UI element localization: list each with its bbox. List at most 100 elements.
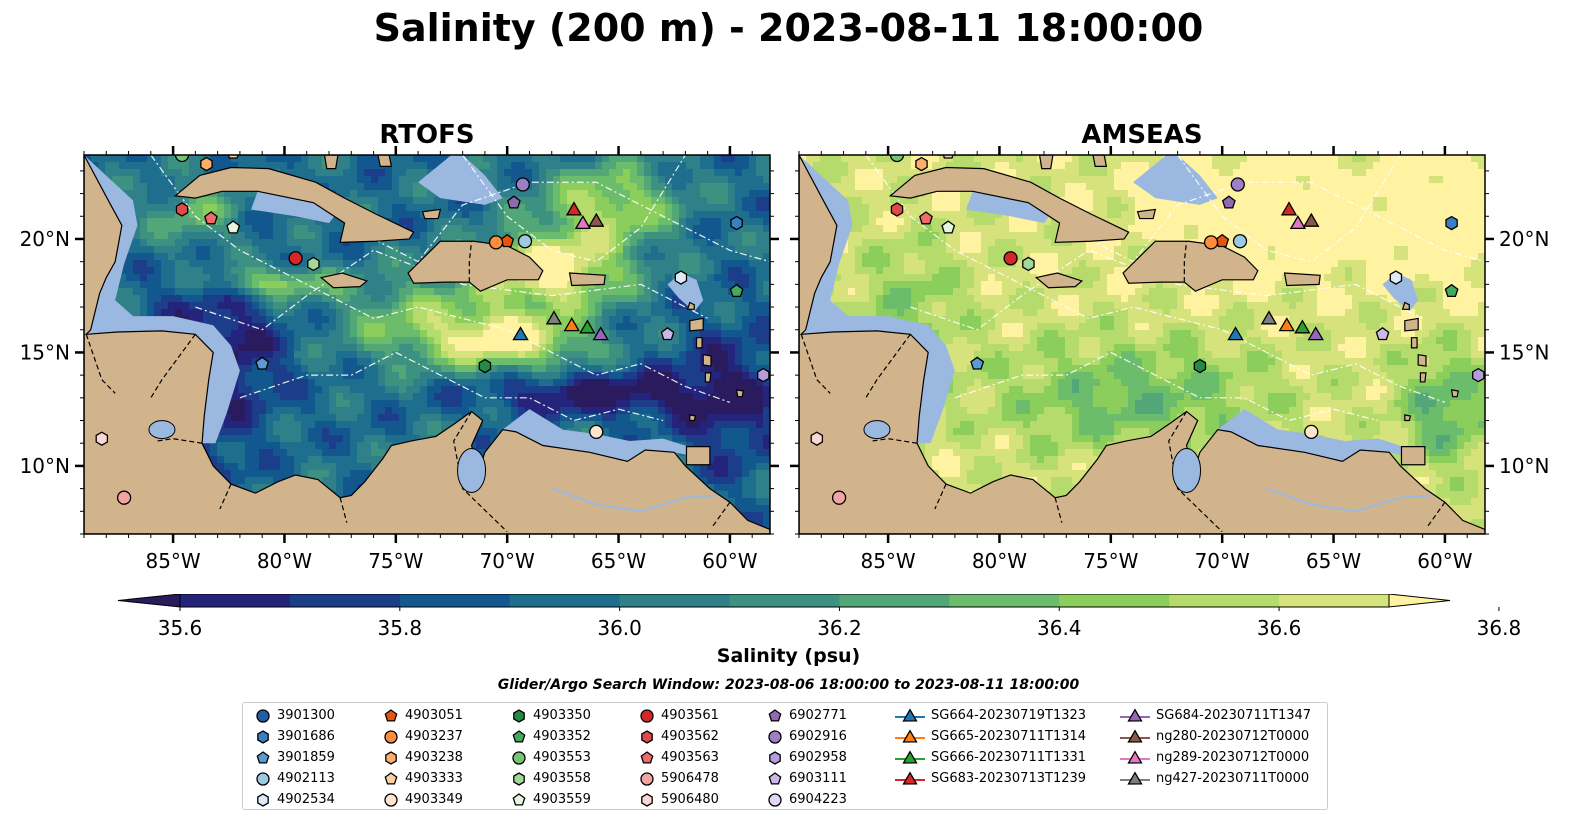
legend-item-label: 5906480 bbox=[661, 792, 719, 807]
colorbar-tick-label: 36.4 bbox=[1037, 616, 1082, 640]
legend-item-label: 6902958 bbox=[789, 750, 847, 765]
lat-tick-label: 20°N bbox=[1499, 227, 1549, 251]
triangle-marker-icon bbox=[1120, 707, 1150, 722]
marker-3901686 bbox=[730, 215, 743, 231]
legend-item-label: 6902916 bbox=[789, 729, 847, 744]
colorbar-bin bbox=[949, 594, 1060, 607]
colorbar: 35.6 35.8 36.0 36.2 36.4 36.6 36.8 bbox=[117, 594, 1522, 640]
legend-item: 4903051 bbox=[383, 705, 463, 726]
legend-item: ng427-20230711T0000 bbox=[1120, 768, 1309, 789]
legend-item: 6904223 bbox=[767, 789, 847, 810]
marker-6902771 bbox=[1221, 195, 1236, 209]
marker-4903559 bbox=[226, 220, 241, 234]
legend-item: 3901300 bbox=[255, 705, 335, 726]
legend-item-label: 4903562 bbox=[661, 729, 719, 744]
marker-4903350 bbox=[1193, 358, 1207, 374]
marker-4903562 bbox=[890, 202, 904, 217]
circle-marker-icon bbox=[256, 771, 270, 786]
legend-item: 4903237 bbox=[383, 726, 463, 747]
marker-4903333 bbox=[942, 155, 954, 159]
circle-marker-icon bbox=[768, 792, 782, 807]
legend-title: Glider/Argo Search Window: 2023-08-06 18… bbox=[497, 677, 1080, 693]
marker-3901686 bbox=[1445, 215, 1458, 231]
circle-marker-icon bbox=[384, 729, 398, 744]
hexagon-marker-icon bbox=[513, 708, 525, 723]
legend-item: 3901686 bbox=[255, 726, 335, 747]
colorbar-tick-label: 36.6 bbox=[1257, 616, 1302, 640]
colorbar-tick-label: 36.0 bbox=[597, 616, 642, 640]
marker-4903563 bbox=[204, 211, 218, 225]
marker-SG684-20230711T1347 bbox=[592, 326, 609, 341]
lon-tick-label: 85°W bbox=[145, 549, 200, 573]
circle-marker-icon bbox=[384, 792, 398, 807]
colorbar-bin bbox=[729, 594, 840, 607]
legend-item-label: 4903333 bbox=[405, 771, 463, 786]
map-amseas: 85°W 80°W 75°W 70°W 65°W 60°W 10°N 15°N 20°N bbox=[790, 146, 1549, 573]
marker-SG683-20230713T1239 bbox=[1280, 201, 1298, 216]
lat-tick-label: 15°N bbox=[1499, 340, 1549, 364]
pentagon-marker-icon bbox=[512, 792, 526, 806]
lon-tick-label: 85°W bbox=[860, 549, 915, 573]
lon-tick-label: 80°W bbox=[257, 549, 312, 573]
marker-5906478 bbox=[116, 490, 132, 505]
circle-marker-icon bbox=[640, 708, 654, 723]
legend-item: 3901859 bbox=[255, 747, 335, 768]
legend-item-label: 4903237 bbox=[405, 729, 463, 744]
marker-4903561 bbox=[288, 251, 303, 266]
legend-item-label: SG683-20230713T1239 bbox=[931, 771, 1087, 786]
marker-4903562 bbox=[175, 202, 189, 217]
lon-tick-label: 65°W bbox=[1306, 549, 1361, 573]
legend-item-label: 4903553 bbox=[533, 750, 591, 765]
colorbar-label: Salinity (psu) bbox=[716, 645, 861, 667]
legend-item: 4903562 bbox=[639, 726, 719, 747]
colorbar-tick-label: 36.8 bbox=[1477, 616, 1522, 640]
legend-item: SG684-20230711T1347 bbox=[1120, 705, 1311, 726]
marker-4903237 bbox=[488, 235, 504, 250]
marker-4902534 bbox=[1389, 270, 1403, 285]
pentagon-marker-icon bbox=[384, 708, 398, 722]
legend-item: 4903558 bbox=[511, 768, 591, 789]
marker-4903352 bbox=[1444, 283, 1459, 298]
legend-item: 6902916 bbox=[767, 726, 847, 747]
marker-ng289-20230712T0000 bbox=[1289, 215, 1307, 230]
marker-SG666-20230711T1331 bbox=[579, 319, 596, 334]
circle-marker-icon bbox=[768, 729, 782, 744]
legend-item-label: 6903111 bbox=[789, 771, 847, 786]
marker-4903558 bbox=[307, 256, 320, 272]
marker-ng289-20230712T0000 bbox=[574, 215, 592, 230]
legend-item-label: 4902113 bbox=[277, 771, 335, 786]
legend-item: 6902771 bbox=[767, 705, 847, 726]
legend-item: 4902113 bbox=[255, 768, 335, 789]
marker-SG664-20230719T1323 bbox=[1227, 326, 1244, 341]
hexagon-marker-icon bbox=[513, 771, 525, 786]
legend-item: SG664-20230719T1323 bbox=[895, 705, 1086, 726]
marker-4903349 bbox=[1304, 424, 1319, 440]
marker-6902916 bbox=[515, 177, 530, 192]
legend-item-label: 6904223 bbox=[789, 792, 847, 807]
pentagon-marker-icon bbox=[768, 708, 782, 722]
marker-6903111 bbox=[660, 326, 675, 341]
lon-tick-label: 65°W bbox=[591, 549, 646, 573]
triangle-marker-icon bbox=[895, 770, 925, 785]
marker-5906480 bbox=[95, 431, 109, 446]
legend-item: 5906478 bbox=[639, 768, 719, 789]
legend-item: 4903238 bbox=[383, 747, 463, 768]
marker-SG666-20230711T1331 bbox=[1294, 319, 1311, 334]
marker-ng280-20230712T0000 bbox=[588, 212, 605, 227]
legend-item-label: 6902771 bbox=[789, 708, 847, 723]
legend-item: 4903561 bbox=[639, 705, 719, 726]
lon-tick-label: 70°W bbox=[480, 549, 535, 573]
marker-4902534 bbox=[674, 270, 688, 285]
triangle-marker-icon bbox=[1120, 728, 1150, 743]
marker-3901859 bbox=[255, 356, 270, 370]
legend-item-label: SG665-20230711T1314 bbox=[931, 729, 1087, 744]
marker-ng427-20230711T0000 bbox=[1260, 310, 1278, 325]
panel-title-rtofs: RTOFS bbox=[379, 120, 475, 150]
legend-item-label: 4903051 bbox=[405, 708, 463, 723]
marker-4903558 bbox=[1022, 256, 1035, 272]
pentagon-marker-icon bbox=[640, 750, 654, 764]
legend-item-label: 3901686 bbox=[277, 729, 335, 744]
colorbar-bin bbox=[289, 594, 401, 607]
legend-item: SG666-20230711T1331 bbox=[895, 747, 1086, 768]
lon-tick-label: 80°W bbox=[972, 549, 1027, 573]
